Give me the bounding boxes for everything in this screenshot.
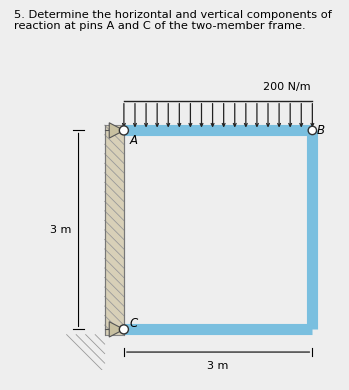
Text: 5. Determine the horizontal and vertical components of: 5. Determine the horizontal and vertical… — [14, 10, 332, 20]
Text: 200 N/m: 200 N/m — [263, 82, 311, 92]
Bar — [105, 125, 124, 335]
Text: A: A — [129, 134, 137, 147]
Text: 3 m: 3 m — [50, 225, 72, 235]
Polygon shape — [109, 322, 124, 337]
Circle shape — [308, 126, 317, 135]
Circle shape — [119, 325, 128, 334]
Circle shape — [119, 126, 128, 135]
Text: C: C — [129, 317, 138, 330]
Polygon shape — [109, 123, 124, 138]
Text: 3 m: 3 m — [207, 361, 229, 371]
Text: B: B — [317, 124, 325, 137]
Text: reaction at pins A and C of the two-member frame.: reaction at pins A and C of the two-memb… — [14, 21, 306, 32]
